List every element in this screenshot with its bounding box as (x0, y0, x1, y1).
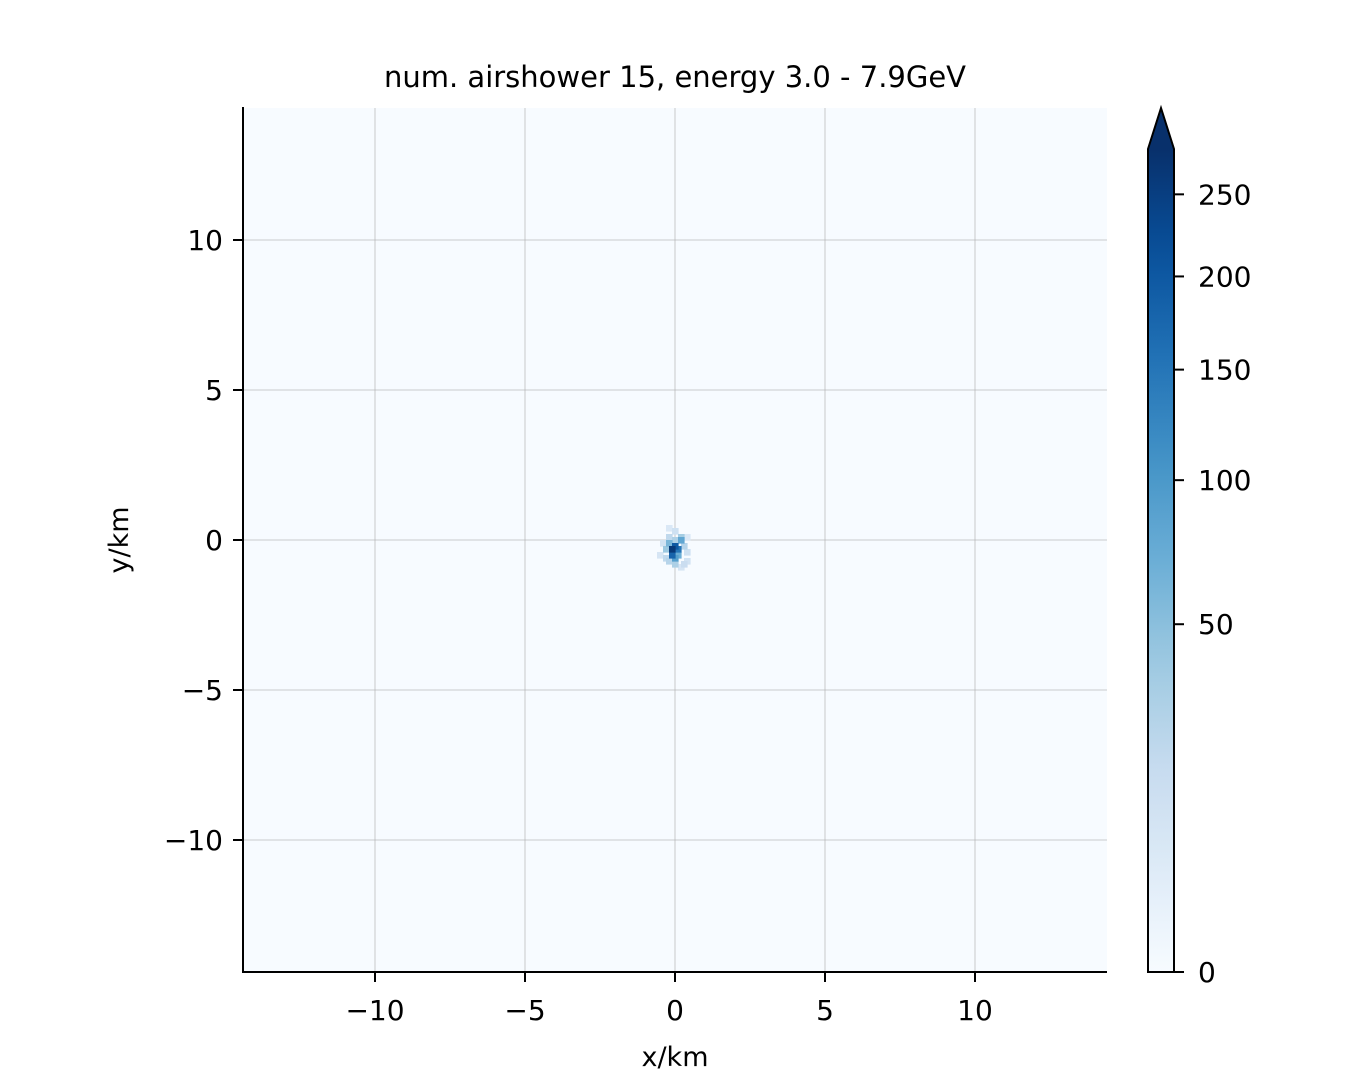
heatmap-cell (666, 534, 673, 541)
heatmap-cell (660, 540, 667, 547)
heatmap-cell (657, 552, 664, 559)
x-ticks: −10 −5 0 5 10 (345, 972, 993, 1027)
x-tick-label: −5 (504, 994, 545, 1027)
heatmap-cell (669, 552, 676, 559)
colorbar: 0 50 100 150 200 250 (1147, 104, 1251, 989)
colorbar-tick-label: 200 (1198, 260, 1251, 293)
heatmap-cell (678, 537, 685, 544)
x-axis-label: x/km (641, 1042, 708, 1073)
colorbar-tick-label: 50 (1198, 608, 1234, 641)
y-tick-label: −10 (164, 824, 223, 857)
x-tick-label: 0 (666, 994, 684, 1027)
heatmap-cell (681, 561, 688, 568)
heatmap-cell (684, 549, 691, 556)
heatmap-cell (684, 534, 691, 541)
x-tick-label: −10 (345, 994, 404, 1027)
y-tick-label: 5 (205, 374, 223, 407)
heatmap-cells (657, 525, 691, 571)
colorbar-tick-label: 250 (1198, 178, 1251, 211)
heatmap-cell (672, 528, 679, 535)
heatmap-cell (672, 561, 679, 568)
y-tick-label: −5 (182, 674, 223, 707)
y-tick-label: 10 (187, 224, 223, 257)
x-tick-label: 5 (816, 994, 834, 1027)
heatmap-cell (663, 546, 670, 553)
x-tick-label: 10 (957, 994, 993, 1027)
y-axis-label: y/km (104, 506, 135, 573)
colorbar-tick-label: 100 (1198, 464, 1251, 497)
chart-title: num. airshower 15, energy 3.0 - 7.9GeV (384, 60, 966, 94)
heatmap-cell (666, 540, 673, 547)
colorbar-outline (1147, 104, 1175, 973)
heatmap-cell (681, 543, 688, 550)
colorbar-ticks: 0 50 100 150 200 250 (1174, 178, 1251, 989)
colorbar-tick-label: 150 (1198, 354, 1251, 387)
heatmap-cell (666, 525, 673, 532)
colorbar-gradient (1148, 149, 1174, 972)
heatmap-cell (666, 558, 673, 565)
colorbar-tick-label: 0 (1198, 956, 1216, 989)
y-ticks: −10 −5 0 5 10 (164, 224, 243, 857)
colorbar-extend-arrow (1148, 108, 1174, 149)
y-tick-label: 0 (205, 524, 223, 557)
heatmap-cell (669, 546, 676, 553)
heatmap-cell (672, 537, 679, 544)
